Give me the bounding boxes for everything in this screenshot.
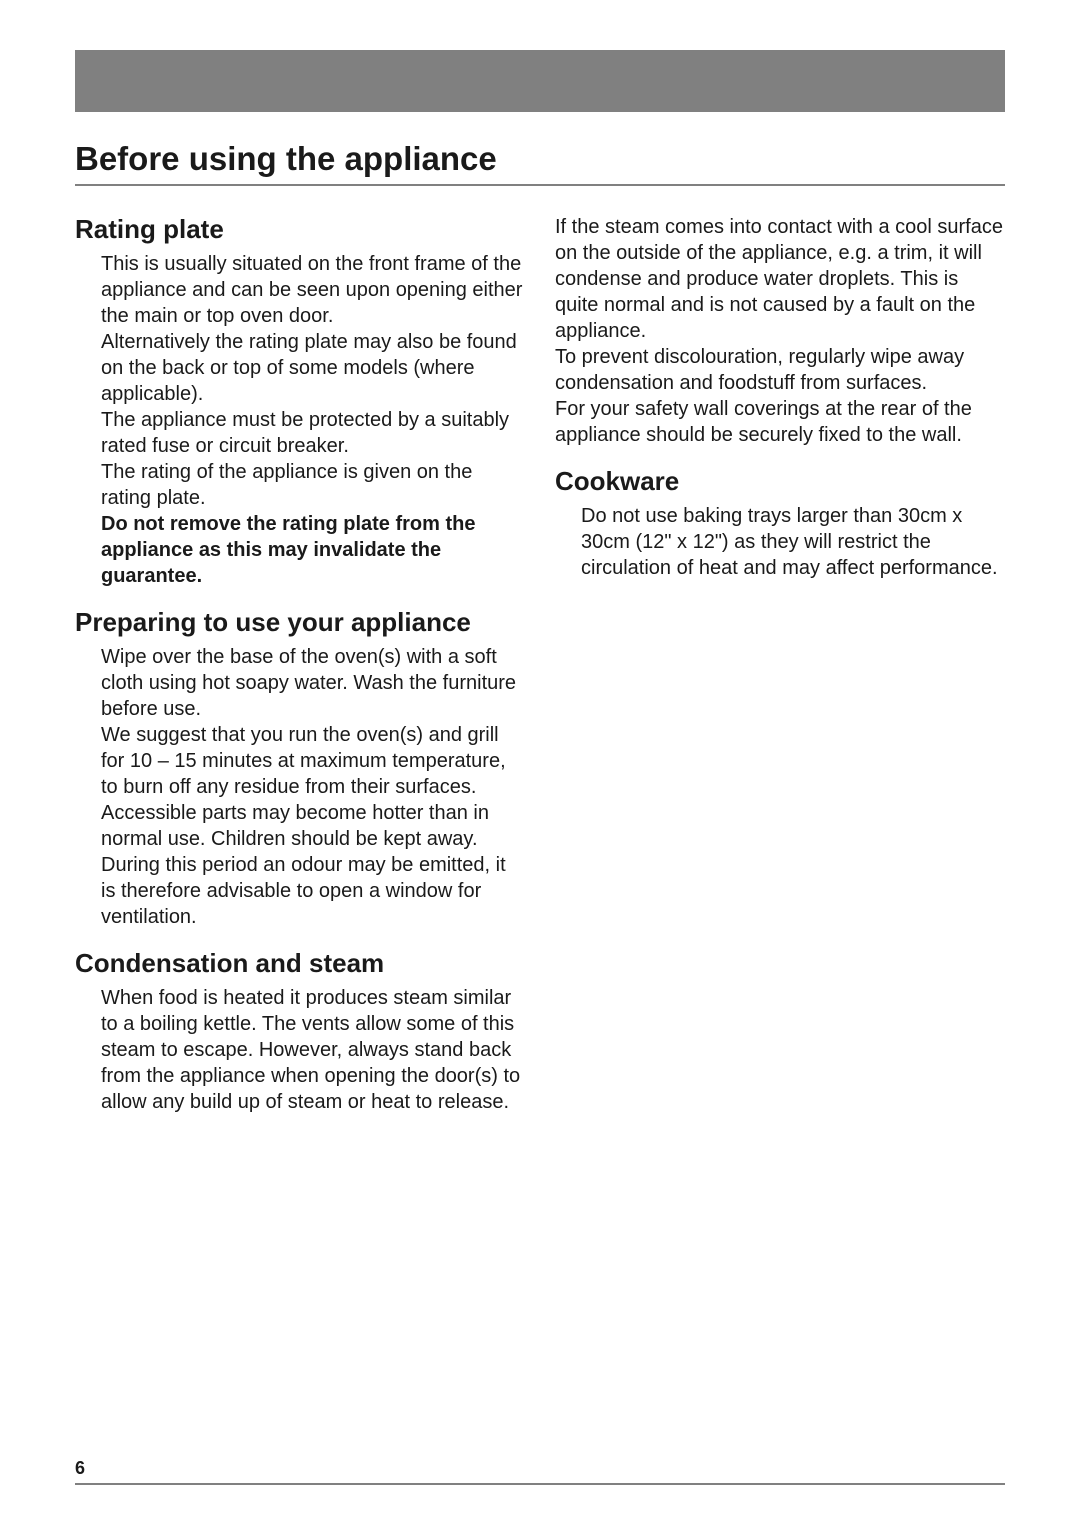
right-column: If the steam comes into contact with a c…	[555, 214, 1005, 1115]
title-divider	[75, 184, 1005, 186]
body-paragraph: This is usually situated on the front fr…	[101, 251, 525, 329]
page-footer: 6	[75, 1458, 1005, 1485]
page-content: Before using the appliance Rating plate …	[75, 140, 1005, 1115]
body-paragraph: The appliance must be protected by a sui…	[101, 407, 525, 459]
section-heading-condensation: Condensation and steam	[75, 948, 525, 979]
body-paragraph: When food is heated it produces steam si…	[101, 985, 525, 1115]
body-paragraph: We suggest that you run the oven(s) and …	[101, 722, 525, 930]
footer-divider	[75, 1483, 1005, 1485]
section-heading-preparing: Preparing to use your appliance	[75, 607, 525, 638]
section-heading-rating-plate: Rating plate	[75, 214, 525, 245]
body-paragraph: If the steam comes into contact with a c…	[555, 214, 1005, 344]
body-paragraph: Do not use baking trays larger than 30cm…	[581, 503, 1005, 581]
body-paragraph: The rating of the appliance is given on …	[101, 459, 525, 511]
body-paragraph: Wipe over the base of the oven(s) with a…	[101, 644, 525, 722]
body-paragraph: For your safety wall coverings at the re…	[555, 396, 1005, 448]
page-title: Before using the appliance	[75, 140, 1005, 178]
body-paragraph: To prevent discolouration, regularly wip…	[555, 344, 1005, 396]
header-bar	[75, 50, 1005, 112]
page-number: 6	[75, 1458, 85, 1479]
body-paragraph: Alternatively the rating plate may also …	[101, 329, 525, 407]
two-column-layout: Rating plate This is usually situated on…	[75, 214, 1005, 1115]
left-column: Rating plate This is usually situated on…	[75, 214, 525, 1115]
body-paragraph-bold: Do not remove the rating plate from the …	[101, 511, 525, 589]
section-heading-cookware: Cookware	[555, 466, 1005, 497]
